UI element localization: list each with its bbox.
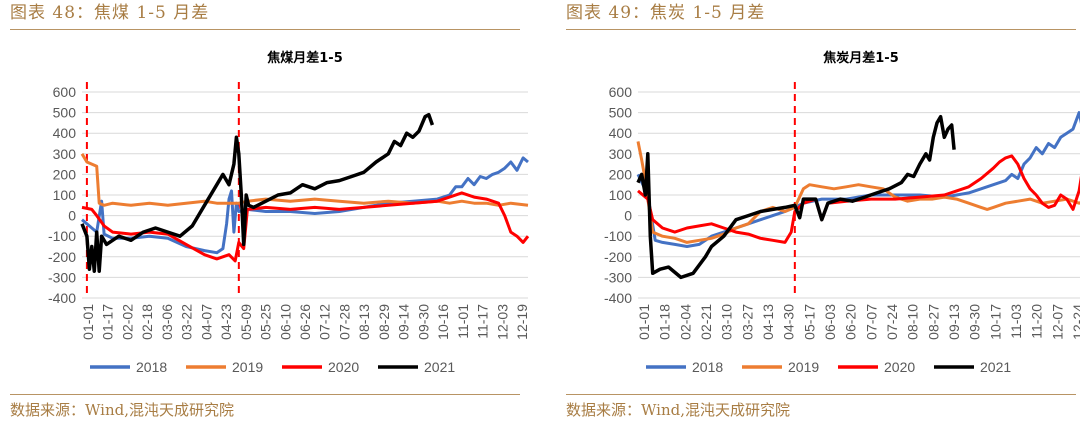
x-tick-label: 07-24 (884, 304, 900, 340)
x-tick-label: 05-25 (258, 304, 274, 340)
y-tick-label: 300 (53, 146, 77, 162)
y-tick-label: 500 (53, 105, 77, 121)
y-tick-label: 0 (68, 208, 76, 224)
y-tick-label: 600 (609, 84, 633, 100)
y-tick-label: -100 (604, 228, 632, 244)
chart-coke-spread: 焦炭月差1-5 -400 -300 -200 -100 0 100 200 300 400 500 6… (604, 50, 1080, 375)
y-tick-label: -400 (48, 290, 76, 306)
x-tick-label: 12-19 (514, 304, 530, 340)
series-line-2019 (80, 153, 529, 207)
top-divider (566, 29, 1076, 30)
x-tick-label: 07-28 (336, 304, 352, 340)
y-tick-label: -200 (48, 249, 76, 265)
x-tick-label: 05-09 (238, 304, 254, 340)
legend-label-2019: 2019 (232, 359, 263, 375)
y-tick-label: 400 (609, 125, 633, 141)
chart-coking-coal-spread: 焦煤月差1-5 -400 -300 -200 -100 0 100 200 300 400 500 6… (48, 50, 530, 375)
x-tick-label: 01-01 (80, 304, 96, 340)
top-divider (10, 29, 520, 30)
y-tick-label: 100 (609, 187, 633, 203)
figure-title: 图表 48：焦煤 1-5 月差 (10, 3, 210, 23)
x-tick-label: 11-03 (1008, 304, 1024, 339)
x-tick-label: 01-18 (657, 304, 673, 340)
x-tick-label: 06-20 (843, 304, 859, 340)
x-tick-label: 02-02 (119, 304, 135, 340)
data-source-note: 数据来源：Wind,混沌天成研究院 (566, 401, 790, 419)
y-tick-label: -100 (48, 228, 76, 244)
x-tick-label: 11-20 (1029, 304, 1045, 339)
series-line-2018 (81, 156, 529, 255)
legend-label-2021: 2021 (424, 359, 455, 375)
x-tick-label: 07-07 (863, 304, 879, 340)
x-tick-label: 08-29 (376, 304, 392, 340)
x-tick-label: 08-27 (925, 304, 941, 340)
legend-label-2020: 2020 (884, 359, 915, 375)
x-tick-label: 03-22 (179, 304, 195, 340)
chart-panel-coke: 图表 49：焦炭 1-5 月差 焦炭月差1-5 -400 -300 -200 -100 0… (566, 0, 1080, 425)
y-tick-label: 200 (53, 166, 77, 182)
y-tick-label: 600 (53, 84, 77, 100)
y-tick-label: -200 (604, 249, 632, 265)
series-line-2018 (636, 111, 1080, 248)
x-tick-label: 02-21 (698, 304, 714, 340)
x-tick-label: 03-06 (159, 304, 175, 340)
bottom-divider (10, 394, 520, 395)
x-tick-label: 02-04 (677, 304, 693, 340)
series-line-2020 (637, 154, 1080, 244)
x-tick-label: 09-14 (396, 304, 412, 340)
legend-label-2019: 2019 (788, 359, 819, 375)
series-line-2021 (636, 114, 956, 280)
x-tick-label: 04-30 (781, 304, 797, 340)
x-tick-label: 11-17 (475, 304, 491, 339)
y-tick-label: -300 (604, 269, 632, 285)
x-tick-label: 12-24 (1070, 304, 1080, 340)
x-tick-label: 02-18 (139, 304, 155, 340)
x-tick-label: 05-17 (801, 304, 817, 340)
x-tick-label: 06-26 (297, 304, 313, 340)
legend-label-2020: 2020 (328, 359, 359, 375)
legend-label-2018: 2018 (136, 359, 167, 375)
x-tick-label: 08-10 (905, 304, 921, 340)
bottom-divider (566, 394, 1076, 395)
y-tick-label: 100 (53, 187, 77, 203)
series-line-2021 (80, 112, 435, 273)
y-tick-label: -300 (48, 269, 76, 285)
y-tick-label: 200 (609, 166, 633, 182)
x-tick-label: 10-16 (435, 304, 451, 340)
x-tick-label: 09-13 (946, 304, 962, 340)
x-tick-label: 03-27 (739, 304, 755, 340)
x-tick-label: 06-03 (822, 304, 838, 340)
data-source-note: 数据来源：Wind,混沌天成研究院 (10, 401, 234, 419)
x-tick-label: 01-17 (100, 304, 116, 340)
y-tick-label: 0 (624, 208, 632, 224)
x-tick-label: 08-13 (356, 304, 372, 340)
x-tick-label: 04-13 (760, 304, 776, 340)
x-tick-label: 06-10 (277, 304, 293, 340)
legend-label-2018: 2018 (692, 359, 723, 375)
y-tick-label: 500 (609, 105, 633, 121)
x-tick-label: 04-23 (218, 304, 234, 340)
chart-title: 焦炭月差1-5 (822, 50, 899, 66)
y-tick-label: -400 (604, 290, 632, 306)
x-tick-label: 03-10 (719, 304, 735, 340)
x-tick-label: 04-07 (198, 304, 214, 340)
chart-panel-coking-coal: 图表 48：焦煤 1-5 月差 焦煤月差1-5 -400 -300 -200 -100 0… (10, 0, 530, 425)
x-tick-label: 10-17 (987, 304, 1003, 340)
x-tick-label: 09-30 (415, 304, 431, 340)
x-tick-label: 11-01 (455, 304, 471, 339)
x-tick-label: 12-07 (1049, 304, 1065, 340)
series-line-2019 (636, 141, 1080, 244)
chart-title: 焦煤月差1-5 (266, 50, 343, 66)
x-tick-label: 01-01 (636, 304, 652, 340)
legend-label-2021: 2021 (980, 359, 1011, 375)
y-tick-label: 300 (609, 146, 633, 162)
y-tick-label: 400 (53, 125, 77, 141)
x-tick-label: 07-12 (317, 304, 333, 340)
x-tick-label: 09-30 (967, 304, 983, 340)
figure-title: 图表 49：焦炭 1-5 月差 (566, 3, 766, 23)
x-tick-label: 12-03 (494, 304, 510, 340)
